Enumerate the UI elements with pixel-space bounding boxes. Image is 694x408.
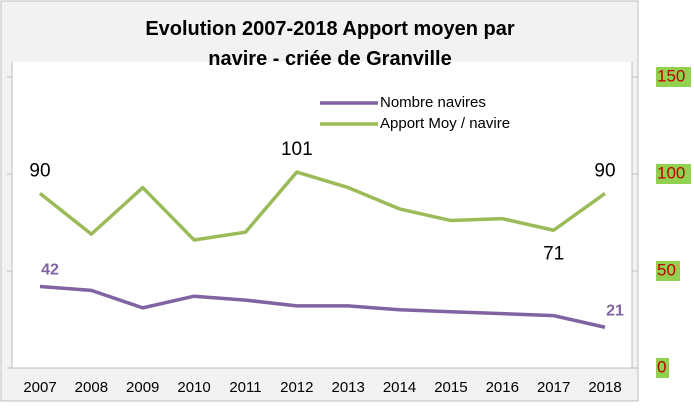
data-label: 42 [41,262,59,279]
x-tick-label: 2013 [331,379,364,396]
plot-area [12,62,632,368]
x-tick-label: 2010 [177,379,210,396]
x-tick-label: 2017 [537,379,570,396]
chart-title: Evolution 2007-2018 Apport moyen par navi… [145,18,515,70]
y-tick-label: 0 [657,357,666,376]
y-tick-bg [656,164,691,184]
x-tick-label: 2014 [383,379,416,396]
data-label: 101 [281,139,313,160]
x-tick-label: 2011 [229,379,261,396]
data-label: 90 [594,160,615,181]
x-tick-label: 2007 [23,379,56,396]
x-tick-label: 2018 [588,379,621,396]
legend-label: Nombre navires [380,94,486,111]
y-tick-bg [656,261,680,281]
data-label: 21 [606,302,624,319]
legend-label: Apport Moy / navire [380,115,510,132]
line-series [39,284,606,329]
y-tick-bg [656,67,691,87]
y-tick-label: 150 [657,66,685,85]
data-label: 71 [543,243,564,264]
x-tick-label: 2016 [486,379,519,396]
y-tick-label: 50 [657,260,676,279]
y-tick-label: 100 [657,163,685,182]
x-tick-label: 2012 [280,379,313,396]
x-tick-label: 2009 [126,379,159,396]
y-tick-bg [656,358,669,378]
data-label: 90 [29,160,50,181]
x-tick-label: 2008 [75,379,108,396]
x-tick-label: 2015 [434,379,467,396]
line-series [38,170,607,242]
